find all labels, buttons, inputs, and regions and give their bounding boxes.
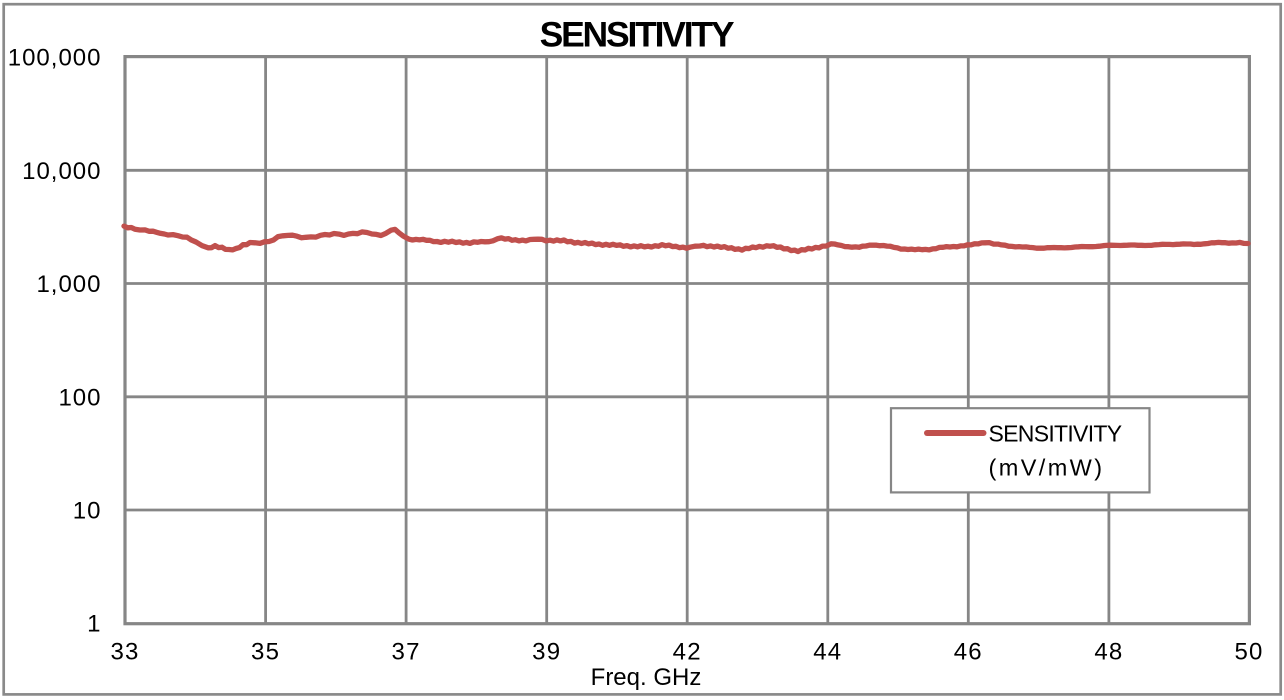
svg-text:1: 1 [87,611,101,638]
svg-text:SENSITIVITY: SENSITIVITY [989,421,1122,447]
svg-text:SENSITIVITY: SENSITIVITY [540,15,735,55]
svg-text:42: 42 [673,639,702,666]
svg-text:48: 48 [1094,639,1123,666]
svg-text:44: 44 [813,639,842,666]
svg-text:(mV/mW): (mV/mW) [989,455,1105,481]
svg-text:37: 37 [392,639,421,666]
svg-text:50: 50 [1234,639,1263,666]
svg-text:1,000: 1,000 [36,271,101,298]
svg-text:46: 46 [954,639,983,666]
svg-text:100,000: 100,000 [8,45,102,72]
svg-text:33: 33 [110,639,139,666]
svg-text:10,000: 10,000 [22,158,101,185]
svg-text:35: 35 [251,639,280,666]
svg-text:39: 39 [532,639,561,666]
svg-text:Freq. GHz: Freq. GHz [591,664,702,691]
svg-text:100: 100 [58,384,101,411]
svg-text:10: 10 [73,498,102,525]
